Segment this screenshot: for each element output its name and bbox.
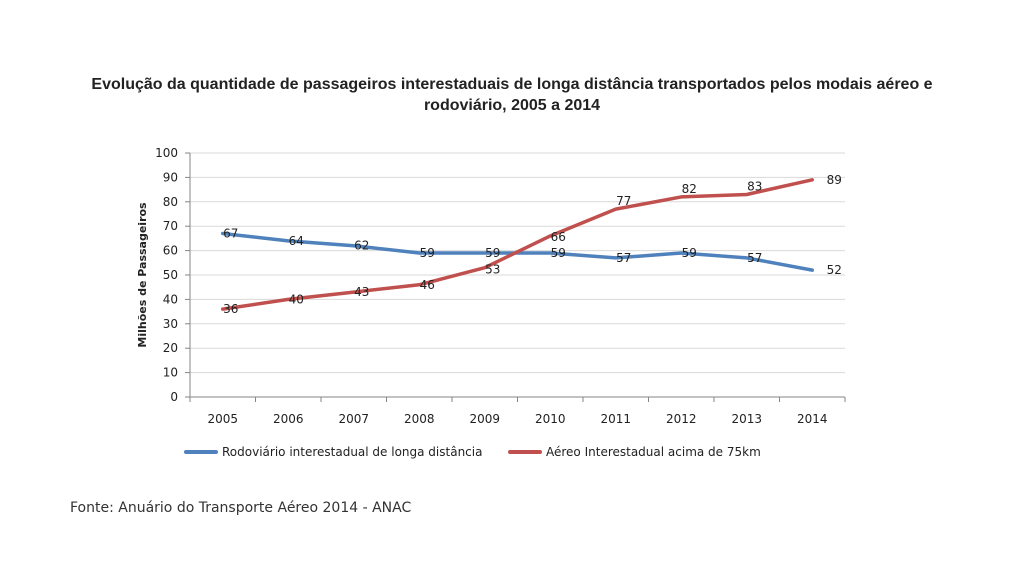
data-label-rodoviario: 59 — [420, 246, 435, 260]
data-label-aereo: 53 — [485, 263, 500, 277]
data-label-rodoviario: 64 — [289, 234, 304, 248]
x-tick-label: 2005 — [207, 412, 238, 426]
y-axis-label: Milhões de Passageiros — [136, 202, 149, 348]
data-label-rodoviario: 67 — [223, 227, 238, 241]
data-label-rodoviario: 62 — [354, 239, 369, 253]
data-label-aereo: 40 — [289, 292, 304, 306]
y-tick-label: 60 — [163, 244, 178, 258]
chart-title-line-1: Evolução da quantidade de passageiros in… — [91, 76, 933, 93]
y-tick-label: 90 — [163, 170, 178, 184]
legend-label-rodoviario: Rodoviário interestadual de longa distân… — [222, 445, 482, 459]
y-tick-label: 70 — [163, 219, 178, 233]
data-label-rodoviario: 59 — [551, 246, 566, 260]
x-tick-label: 2014 — [797, 412, 828, 426]
y-tick-label: 20 — [163, 341, 178, 355]
x-tick-label: 2011 — [600, 412, 631, 426]
legend-label-aereo: Aéreo Interestadual acima de 75km — [546, 445, 761, 459]
x-tick-label: 2010 — [535, 412, 566, 426]
data-label-aereo: 82 — [682, 182, 697, 196]
y-tick-label: 40 — [163, 292, 178, 306]
data-label-rodoviario: 57 — [747, 251, 762, 265]
data-label-aereo: 66 — [551, 230, 566, 244]
data-label-rodoviario: 57 — [616, 251, 631, 265]
data-label-rodoviario: 52 — [827, 263, 842, 277]
x-tick-label: 2012 — [666, 412, 697, 426]
data-label-rodoviario: 59 — [682, 246, 697, 260]
y-tick-label: 50 — [163, 268, 178, 282]
x-tick-label: 2007 — [338, 412, 369, 426]
series-line-aereo — [221, 178, 814, 311]
data-label-aereo: 46 — [420, 278, 435, 292]
source-note: Fonte: Anuário do Transporte Aéreo 2014 … — [70, 500, 412, 516]
chart-title-line-2: rodoviário, 2005 a 2014 — [423, 97, 601, 114]
y-tick-label: 80 — [163, 195, 178, 209]
data-label-aereo: 89 — [827, 173, 842, 187]
chart-title: Evolução da quantidade de passageiros in… — [0, 74, 1024, 116]
x-tick-label: 2013 — [731, 412, 762, 426]
y-tick-label: 10 — [163, 366, 178, 380]
data-label-aereo: 77 — [616, 194, 631, 208]
y-tick-label: 30 — [163, 317, 178, 331]
x-tick-label: 2006 — [273, 412, 304, 426]
y-tick-label: 100 — [155, 146, 178, 160]
data-label-aereo: 43 — [354, 285, 369, 299]
data-label-aereo: 83 — [747, 179, 762, 193]
x-tick-label: 2008 — [404, 412, 435, 426]
data-label-aereo: 36 — [223, 302, 238, 316]
x-tick-label: 2009 — [469, 412, 500, 426]
data-label-rodoviario: 59 — [485, 246, 500, 260]
y-tick-label: 0 — [170, 390, 178, 404]
